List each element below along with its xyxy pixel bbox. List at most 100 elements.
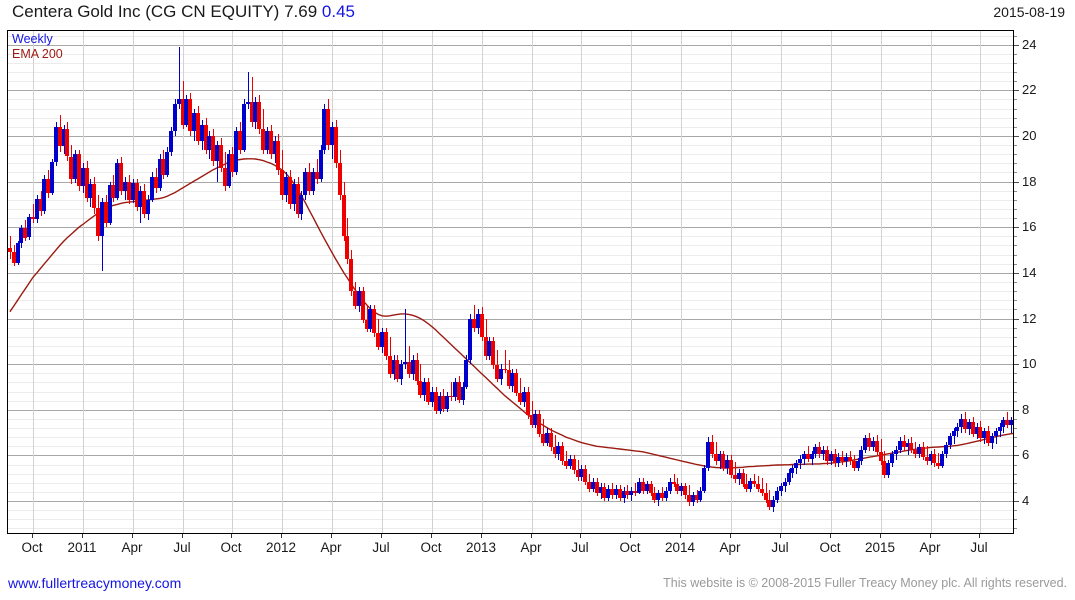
candle-body — [461, 386, 465, 400]
candle-body — [361, 291, 365, 320]
x-axis-label: 2015 — [864, 540, 896, 555]
candle-body — [725, 459, 729, 468]
candle-body — [760, 488, 764, 494]
candle-body — [299, 195, 303, 214]
candle-body — [215, 145, 219, 162]
y-axis-tickmark — [1014, 99, 1017, 100]
candle-body — [810, 454, 814, 459]
x-axis-label: Jul — [970, 540, 988, 555]
candle-body — [664, 490, 668, 498]
gridline-minor — [8, 54, 1013, 55]
price-change: 0.45 — [321, 2, 355, 21]
y-axis-tickmark — [1014, 401, 1017, 402]
candle-wick — [762, 478, 763, 497]
chart-legend: Weekly EMA 200 — [12, 32, 63, 62]
candle-body — [138, 190, 142, 207]
legend-period-label: Weekly — [12, 32, 53, 46]
candle-body — [23, 228, 27, 238]
candle-body — [576, 470, 580, 478]
candle-body — [58, 126, 62, 147]
x-axis-label: Jul — [771, 540, 789, 555]
candle-body — [380, 332, 384, 348]
candle-body — [813, 447, 817, 455]
y-axis-tickmark — [1014, 510, 1017, 511]
candle-body — [384, 332, 388, 357]
candle-body — [426, 382, 430, 402]
gridline-minor — [8, 99, 1013, 100]
candle-body — [898, 440, 902, 450]
y-axis-tickmark — [1014, 492, 1017, 493]
candle-body — [407, 361, 411, 375]
candle-body — [955, 426, 959, 432]
x-axis-label: Apr — [520, 540, 542, 555]
candle-body — [188, 99, 192, 132]
candle-body — [545, 432, 549, 443]
candle-wick — [746, 473, 747, 492]
y-axis-tickmark — [1014, 501, 1019, 502]
candle-body — [338, 163, 342, 196]
gridline-minor — [8, 81, 1013, 82]
candle-body — [741, 472, 745, 484]
candle-body — [867, 438, 871, 448]
y-axis-tickmark — [1014, 437, 1017, 438]
candle-body — [69, 156, 73, 180]
price-chart-plot-area[interactable]: Weekly EMA 200 — [7, 30, 1014, 534]
candle-body — [886, 463, 890, 475]
candle-body — [802, 454, 806, 459]
candle-body — [733, 474, 737, 480]
y-axis-label: 22 — [1022, 82, 1037, 98]
candle-body — [599, 487, 603, 494]
x-axis-tickmark — [979, 534, 980, 538]
candle-body — [296, 183, 300, 214]
candle-body — [798, 458, 802, 464]
candle-body — [948, 436, 952, 446]
y-axis-tickmark — [1014, 236, 1017, 237]
candle-body — [154, 177, 158, 189]
candle-body — [982, 431, 986, 439]
candle-body — [169, 131, 173, 152]
candle-body — [618, 488, 622, 498]
legend-ema-label: EMA 200 — [12, 47, 63, 61]
candle-body — [925, 456, 929, 462]
candle-wick — [938, 453, 939, 470]
candle-body — [587, 481, 591, 489]
y-axis-label: 4 — [1022, 493, 1030, 509]
candle-wick — [543, 418, 544, 447]
gridline-minor — [8, 36, 1013, 37]
candle-body — [990, 436, 994, 443]
candle-body — [503, 368, 507, 370]
y-axis-tickmark — [1014, 72, 1017, 73]
candle-body — [357, 291, 361, 306]
candle-wick — [908, 439, 909, 456]
y-axis-tickmark — [1014, 136, 1019, 137]
y-axis-tickmark — [1014, 36, 1017, 37]
candle-body — [595, 481, 599, 494]
candle-body — [19, 228, 23, 244]
candle-body — [27, 216, 31, 238]
candle-body — [879, 451, 883, 462]
candle-body — [238, 131, 242, 150]
y-axis-tickmark — [1014, 410, 1019, 411]
y-axis-tickmark — [1014, 282, 1017, 283]
candle-body — [100, 202, 104, 237]
candle-wick — [33, 204, 34, 223]
candle-body — [280, 170, 284, 196]
candle-body — [622, 490, 626, 498]
candle-body — [844, 456, 848, 462]
candle-body — [261, 129, 265, 150]
x-axis-tickmark — [281, 534, 282, 538]
candle-body — [672, 481, 676, 484]
gridline-minor — [8, 127, 1013, 128]
x-axis-label: Oct — [420, 540, 442, 555]
x-axis-label: Jul — [571, 540, 589, 555]
x-axis-label: Oct — [619, 540, 641, 555]
candle-body — [35, 198, 39, 220]
y-axis-label: 18 — [1022, 173, 1037, 189]
site-url[interactable]: www.fullertreacymoney.com — [8, 575, 182, 591]
y-axis-tickmark — [1014, 528, 1017, 529]
candle-body — [675, 483, 679, 491]
candle-wick — [566, 450, 567, 470]
candle-body — [392, 359, 396, 375]
x-axis-tickmark — [132, 534, 133, 538]
candle-body — [322, 108, 326, 150]
